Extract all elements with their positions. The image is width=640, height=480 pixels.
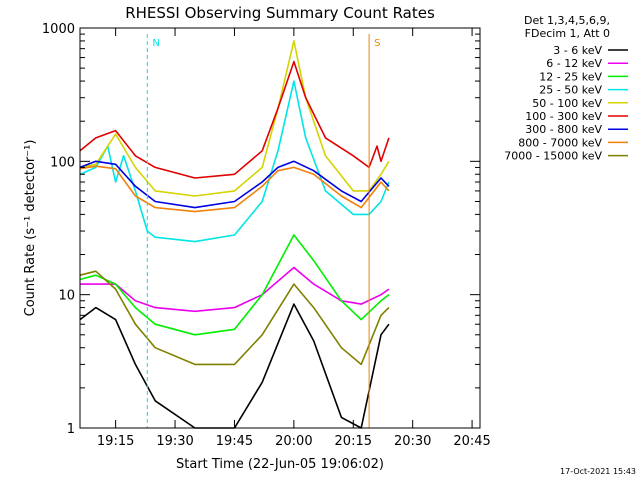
x-tick-label-0: 19:15 — [97, 434, 134, 449]
series-line-7 — [79, 165, 390, 213]
legend-label-7: 800 - 7000 keV — [518, 136, 602, 149]
x-tick-label-4: 20:15 — [335, 434, 372, 449]
series-line-2 — [79, 234, 390, 336]
x-tick-label-1: 19:30 — [156, 434, 193, 449]
legend-label-5: 100 - 300 keV — [525, 110, 602, 123]
marker-label-0: N — [152, 38, 159, 49]
chart-title: RHESSI Observing Summary Count Rates — [125, 4, 435, 22]
x-tick-label-2: 19:45 — [216, 434, 253, 449]
legend-label-2: 12 - 25 keV — [539, 70, 602, 83]
legend-label-3: 25 - 50 keV — [539, 84, 602, 97]
series-line-8 — [79, 270, 390, 366]
legend: Det 1,3,4,5,6,9, FDecim 1, Att 0 3 - 6 k… — [504, 14, 628, 163]
legend-label-4: 50 - 100 keV — [532, 97, 602, 110]
y-axis-ticks: 1 10 100 1000 — [42, 22, 480, 437]
series-lines — [79, 40, 390, 429]
legend-header-line-2: FDecim 1, Att 0 — [525, 27, 610, 40]
plot-frame — [79, 27, 481, 429]
x-tick-label-3: 20:00 — [275, 434, 312, 449]
series-line-5 — [79, 60, 390, 179]
series-line-4 — [79, 40, 390, 197]
y-tick-label-1: 10 — [58, 289, 75, 304]
marker-label-1: S — [374, 38, 380, 49]
x-tick-label-5: 20:30 — [394, 434, 431, 449]
series-line-3 — [79, 80, 390, 243]
legend-label-8: 7000 - 15000 keV — [504, 150, 602, 163]
series-line-6 — [79, 160, 390, 209]
legend-label-1: 6 - 12 keV — [546, 57, 602, 70]
legend-label-0: 3 - 6 keV — [553, 44, 602, 57]
x-axis-label: Start Time (22-Jun-05 19:06:02) — [176, 457, 384, 472]
series-line-0 — [79, 303, 390, 429]
y-tick-label-0: 1 — [67, 422, 75, 437]
y-tick-label-2: 100 — [50, 155, 75, 170]
x-axis-ticks: 19:15 19:30 19:45 20:00 20:15 20:30 20:45 — [97, 28, 491, 449]
timestamp: 17-Oct-2021 15:43 — [560, 467, 636, 476]
y-axis-label: Count Rate (s⁻¹ detector⁻¹) — [23, 140, 38, 317]
y-tick-label-3: 1000 — [42, 22, 75, 37]
legend-header-line-1: Det 1,3,4,5,6,9, — [524, 14, 610, 27]
legend-label-6: 300 - 800 keV — [525, 123, 602, 136]
x-tick-label-6: 20:45 — [453, 434, 490, 449]
